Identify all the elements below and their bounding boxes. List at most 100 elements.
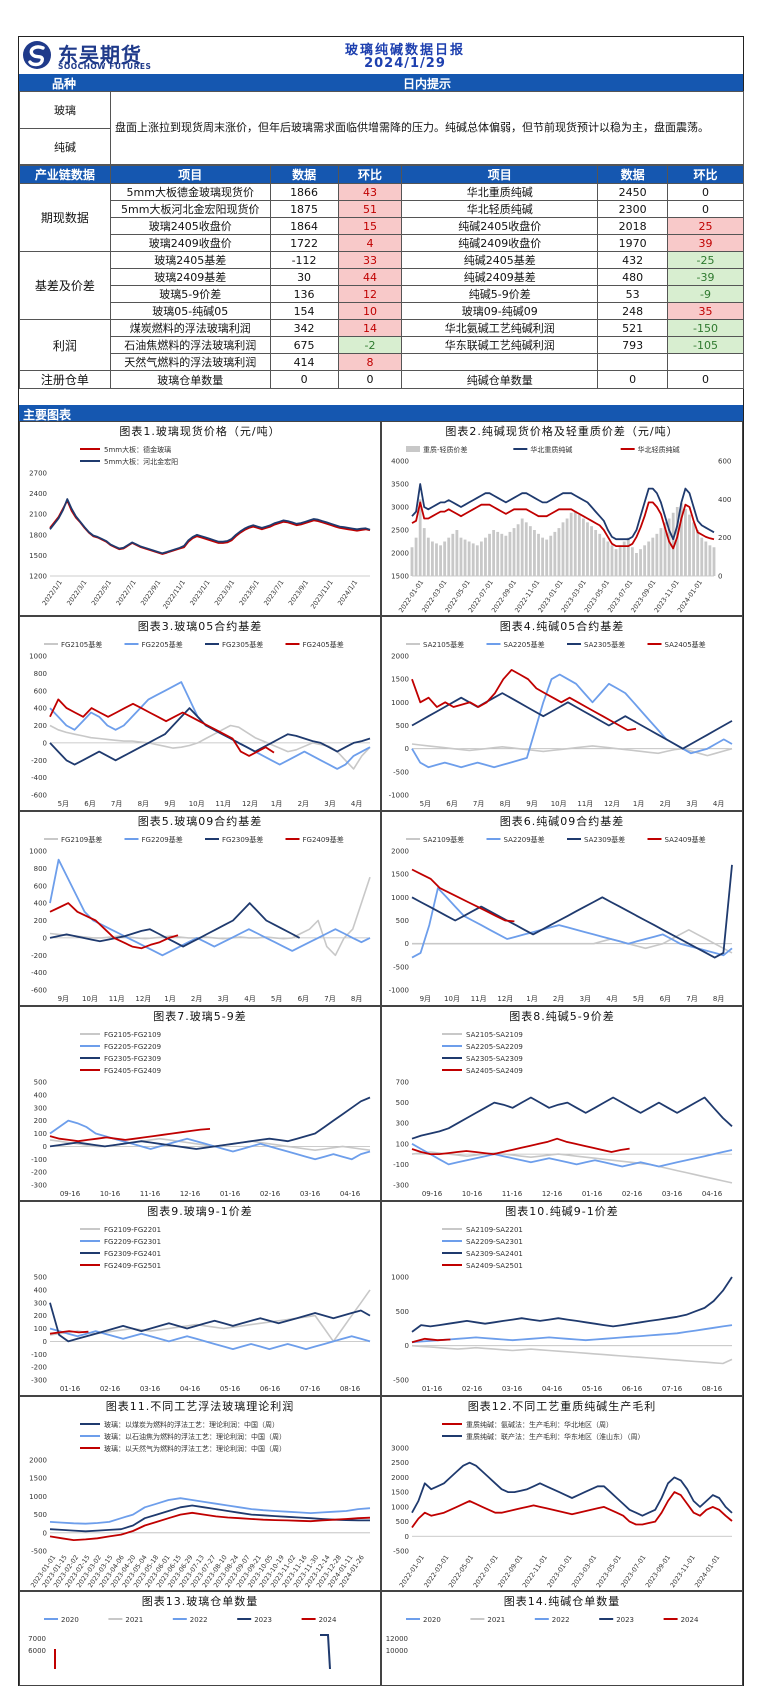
chain-item-right: 纯碱2405基差 — [401, 251, 599, 269]
spread-bar — [692, 522, 696, 576]
x-tick-label: 02-16 — [462, 1385, 483, 1393]
spread-bar — [500, 533, 504, 576]
y-tick-label: 0 — [43, 934, 47, 942]
chart-svg-4: SA2105基差 SA2205基差 SA2305基差 SA2405基差 2000 1500… — [389, 640, 733, 808]
y-tick-label: 1500 — [391, 676, 409, 684]
series-line — [49, 698, 275, 757]
chart-panel-4: 图表4.纯碱05合约基差 SA2105基差 SA2205基差 SA2305基差 SA24… — [381, 616, 743, 811]
y-tick-label: 200 — [34, 917, 47, 925]
x-tick-label: 9月 — [526, 800, 537, 808]
x-tick-label: 03-16 — [662, 1190, 683, 1198]
series-line — [411, 1491, 733, 1529]
spread-bar — [651, 537, 655, 576]
series-line — [411, 1137, 630, 1155]
chain-header-1: 项目 — [109, 165, 271, 184]
chain-item-right: 华东联碱工艺纯碱利润 — [401, 336, 599, 354]
chain-value-left: 342 — [269, 319, 339, 337]
chart-panel-7: 图表7.玻璃5-9差 FG2105-FG2109 FG2205-FG2209 FG23… — [19, 1006, 381, 1201]
spread-bar — [630, 547, 634, 576]
y-tick-label: -100 — [31, 1351, 47, 1359]
series-line — [411, 1324, 733, 1344]
legend-label: SA2409基差 — [665, 835, 706, 844]
chain-value-right: 793 — [597, 336, 669, 354]
series-line — [411, 483, 715, 541]
x-tick-label: 09-16 — [60, 1190, 81, 1198]
y-tick-label: 600 — [34, 687, 47, 695]
chain-item-left: 5mm大板河北金宏阳现货价 — [109, 200, 271, 218]
x-tick-label: 10月 — [444, 995, 460, 1003]
x-tick-label: 08-16 — [702, 1385, 723, 1393]
spread-bar — [639, 549, 642, 576]
y-tick-label: -400 — [31, 774, 47, 782]
y-tick-label: 800 — [34, 865, 47, 873]
tips-col-variety: 品种 — [51, 77, 76, 91]
y-tick-label: 200 — [34, 1312, 47, 1320]
x-tick-label: 03-16 — [502, 1385, 523, 1393]
chain-header-5: 数据 — [597, 165, 669, 184]
chain-change-left: 15 — [337, 217, 403, 235]
x-tick-label: 04-16 — [180, 1385, 201, 1393]
y-tick-label: 2500 — [391, 1459, 409, 1467]
spread-bar — [435, 543, 438, 576]
chart-title: 图表13.玻璃仓单数量 — [141, 1595, 259, 1608]
legend-label: FG2205基差 — [142, 640, 183, 649]
legend-label: 2023 — [254, 1616, 272, 1624]
chain-change-left: 10 — [337, 302, 403, 320]
y-tick-label: -300 — [31, 1377, 47, 1385]
chart-svg-14: 2020 2021 2022 2023 2024 12000 10000 — [386, 1616, 699, 1655]
y-tick-label: 400 — [34, 1286, 47, 1294]
x-tick-label: 09-16 — [422, 1190, 443, 1198]
series-line — [411, 1337, 451, 1344]
spread-bar — [528, 526, 532, 576]
y-tick-label: -200 — [31, 1169, 47, 1177]
y-tick-label: 1000 — [391, 894, 409, 902]
y-tick-label: 2400 — [29, 490, 47, 498]
y-tick-label: 100 — [396, 1140, 409, 1148]
legend-label: SA2205基差 — [504, 640, 545, 649]
chain-item-left: 玻璃仓单数量 — [109, 370, 271, 389]
chart-svg-10: SA2109-SA2201 SA2209-SA2301 SA2309-SA2401 S… — [391, 1226, 733, 1393]
x-tick-label: 2023/9/1 — [287, 579, 310, 608]
y-tick-label: 6000 — [28, 1647, 46, 1655]
legend-label: SA2105基差 — [423, 640, 464, 649]
chain-change-right: -39 — [667, 268, 744, 286]
chain-value-left: 0 — [269, 370, 339, 389]
chain-header-6: 环比 — [667, 165, 744, 184]
legend-label: SA2409-SA2501 — [466, 1262, 523, 1270]
x-tick-label: 12月 — [242, 800, 258, 808]
chart-title: 图表9.玻璃9-1价差 — [147, 1205, 253, 1218]
x-tick-label: 06-16 — [622, 1385, 643, 1393]
spread-bar — [475, 545, 479, 576]
spread-bar — [496, 531, 500, 576]
chart-title: 图表10.纯碱9-1价差 — [505, 1205, 619, 1218]
spread-bar — [410, 547, 414, 576]
chain-value-right — [597, 353, 669, 371]
spread-bar — [471, 543, 475, 576]
report-date: 2024/1/29 — [364, 56, 446, 71]
y-tick-label: 600 — [34, 882, 47, 890]
x-tick-label: 7月 — [111, 800, 122, 808]
spread-bar — [545, 539, 549, 576]
legend-label: 重质-轻质价差 — [423, 445, 468, 454]
spread-bar — [614, 549, 618, 576]
legend-label: FG2209-FG2301 — [104, 1238, 161, 1246]
x-tick-label: 02-16 — [622, 1190, 643, 1198]
x-tick-label: 5月 — [420, 800, 431, 808]
chain-value-right: 480 — [597, 268, 669, 286]
spread-bar — [537, 533, 540, 576]
y-tick-label: -400 — [31, 969, 47, 977]
spread-bar — [553, 531, 557, 576]
x-tick-label: 2月 — [553, 995, 564, 1003]
chain-change-left: 0 — [337, 370, 403, 389]
legend-label: FG2405-FG2409 — [104, 1067, 161, 1075]
spread-bar — [581, 518, 585, 576]
y-tick-label: -300 — [31, 1182, 47, 1190]
x-tick-label: 2022/3/1 — [65, 579, 88, 608]
y-tick-label: -100 — [31, 1156, 47, 1164]
series-line — [411, 864, 733, 959]
chart-svg-7: FG2105-FG2109 FG2205-FG2209 FG2305-FG2309 F… — [31, 1031, 371, 1198]
y-tick-label: -600 — [31, 987, 47, 995]
series-line — [49, 1302, 371, 1343]
x-tick-label: 4月 — [713, 800, 724, 808]
chain-change-right: 0 — [667, 370, 744, 389]
